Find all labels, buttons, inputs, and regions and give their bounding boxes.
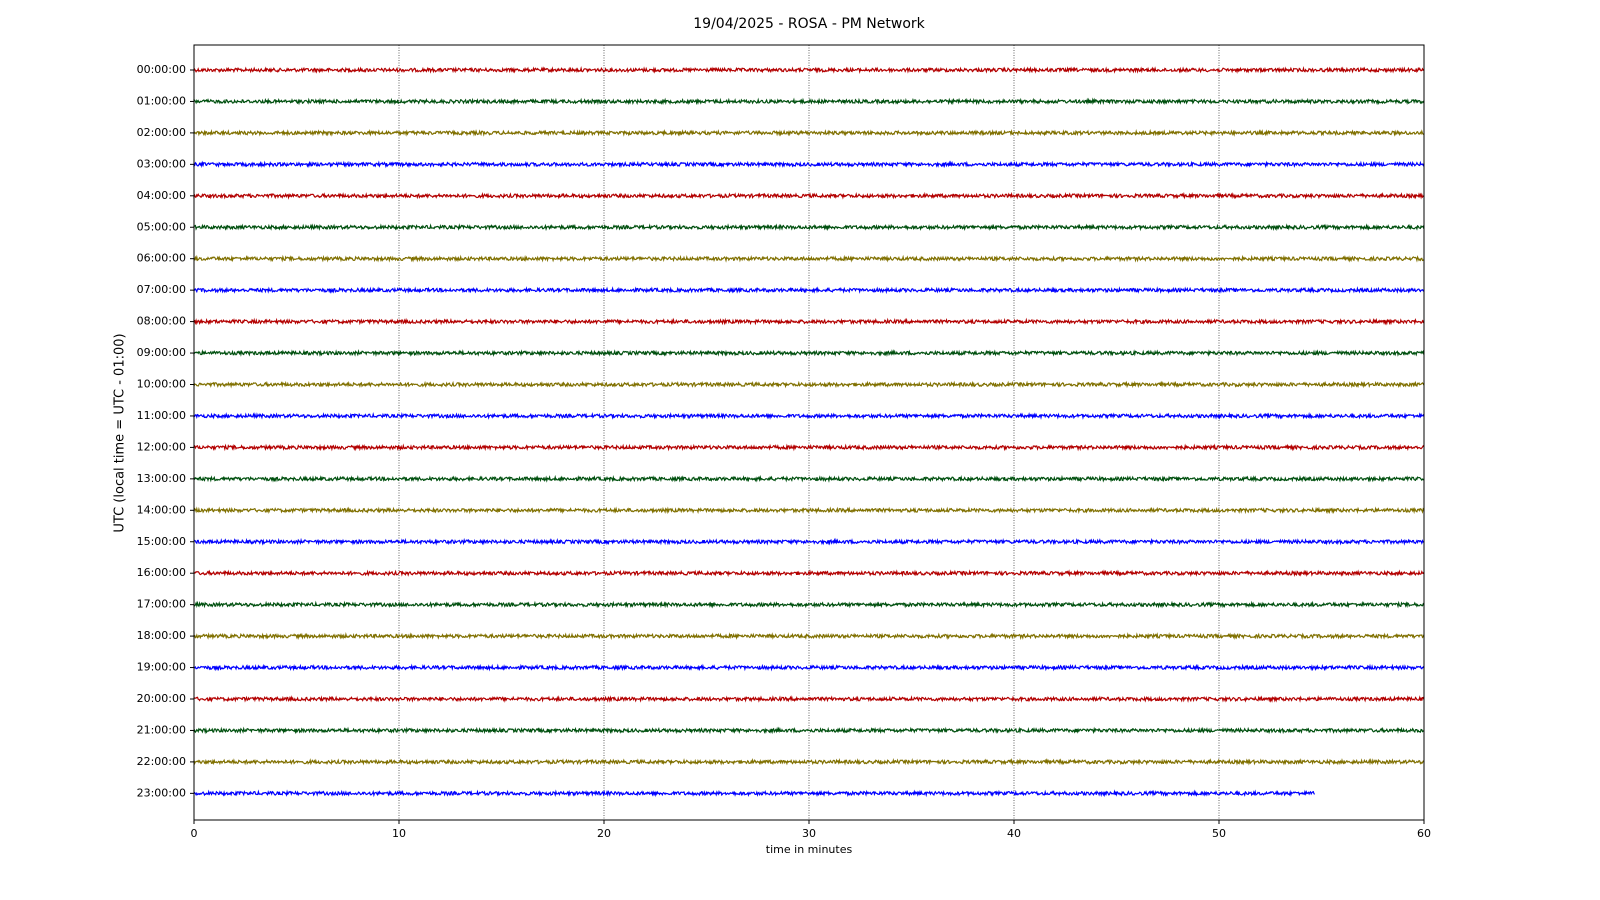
trace (193, 726, 1425, 735)
trace (193, 757, 1425, 766)
trace (193, 506, 1425, 515)
y-tick-label: 12:00:00 (137, 440, 186, 453)
y-tick-label: 09:00:00 (137, 346, 186, 359)
y-tick-label: 22:00:00 (137, 755, 186, 768)
trace (193, 569, 1425, 578)
trace (193, 286, 1425, 295)
trace (193, 160, 1425, 169)
x-tick-label: 60 (1417, 827, 1431, 840)
x-axis-label: time in minutes (766, 843, 853, 856)
y-tick-label: 10:00:00 (137, 378, 186, 391)
trace (193, 254, 1425, 263)
trace (193, 411, 1425, 420)
y-tick-label: 08:00:00 (137, 315, 186, 328)
y-tick-label: 13:00:00 (137, 472, 186, 485)
y-tick-label: 07:00:00 (137, 283, 186, 296)
y-tick-label: 20:00:00 (137, 692, 186, 705)
y-tick-label: 04:00:00 (137, 189, 186, 202)
chart-title: 19/04/2025 - ROSA - PM Network (693, 16, 925, 32)
y-tick-label: 02:00:00 (137, 126, 186, 139)
trace (193, 474, 1425, 483)
x-tick-label: 10 (392, 827, 406, 840)
trace (193, 632, 1425, 641)
trace (193, 317, 1425, 326)
y-tick-label: 18:00:00 (137, 629, 186, 642)
trace (193, 600, 1425, 609)
trace (193, 695, 1425, 703)
y-tick-label: 16:00:00 (137, 566, 186, 579)
x-tick-label: 30 (802, 827, 816, 840)
y-tick-label: 21:00:00 (137, 723, 186, 736)
trace (193, 191, 1425, 200)
trace (193, 380, 1425, 389)
x-tick-label: 50 (1212, 827, 1226, 840)
trace (193, 443, 1425, 452)
x-tick-label: 20 (597, 827, 611, 840)
y-tick-label: 11:00:00 (137, 409, 186, 422)
trace (193, 663, 1425, 672)
trace (193, 789, 1316, 798)
y-tick-label: 15:00:00 (137, 535, 186, 548)
y-tick-label: 19:00:00 (137, 661, 186, 674)
plot-area (193, 45, 1425, 820)
y-axis-label: UTC (local time = UTC - 01:00) (113, 333, 128, 532)
trace (193, 349, 1425, 358)
trace (193, 537, 1424, 546)
y-tick-label: 23:00:00 (137, 786, 186, 799)
y-tick-label: 14:00:00 (137, 503, 186, 516)
y-tick-label: 05:00:00 (137, 220, 186, 233)
x-tick-label: 0 (191, 827, 198, 840)
trace (193, 97, 1425, 106)
y-tick-label: 03:00:00 (137, 157, 186, 170)
trace (193, 223, 1425, 232)
y-tick-label: 01:00:00 (137, 94, 186, 107)
trace (193, 65, 1425, 74)
y-tick-label: 17:00:00 (137, 598, 186, 611)
y-tick-label: 00:00:00 (137, 63, 186, 76)
x-tick-label: 40 (1007, 827, 1021, 840)
trace (193, 128, 1425, 137)
y-tick-label: 06:00:00 (137, 252, 186, 265)
